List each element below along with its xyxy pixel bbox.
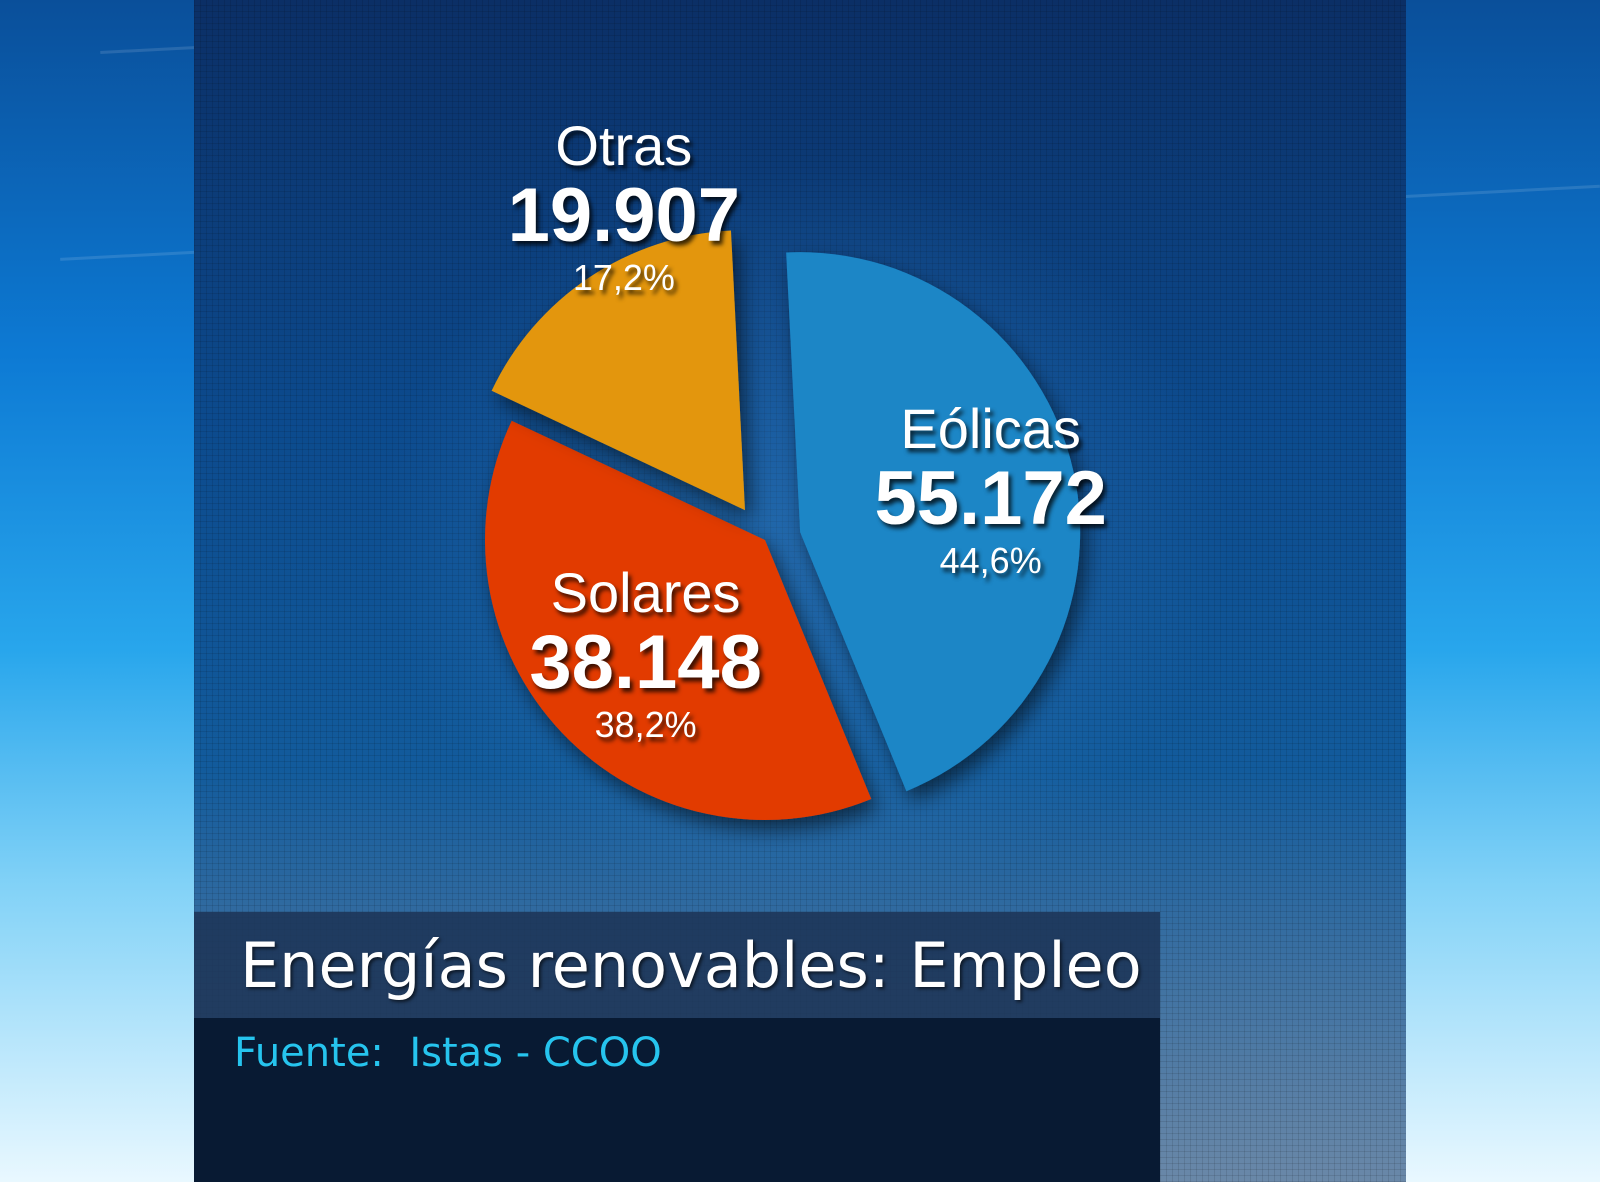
- slice-value: 19.907: [507, 173, 741, 258]
- source-credit: Fuente: Istas - CCOO: [234, 1030, 662, 1076]
- chart-title: Energías renovables: Empleo: [240, 928, 1142, 1002]
- slice-value: 38.148: [529, 619, 762, 705]
- slice-label-otras: Otras 19.907 17,2%: [508, 118, 740, 296]
- pie-slice-eolicas: [786, 252, 1081, 792]
- source-bar: Fuente: Istas - CCOO: [194, 1018, 1160, 1182]
- pie-slice-otras: [491, 230, 745, 511]
- title-bar: Energías renovables: Empleo: [194, 912, 1160, 1018]
- slice-percent: 38,2%: [594, 703, 697, 745]
- slice-value: 55.172: [874, 455, 1107, 541]
- slice-percent: 44,6%: [939, 539, 1042, 581]
- slice-name: Otras: [555, 114, 693, 177]
- slice-label-solares: Solares 38.148 38,2%: [529, 560, 762, 745]
- slice-percent: 17,2%: [572, 257, 675, 298]
- slice-label-eolicas: Eólicas 55.172 44,6%: [874, 396, 1107, 581]
- pie-slice-solares: [485, 420, 872, 821]
- slice-name: Eólicas: [900, 396, 1081, 460]
- slice-name: Solares: [550, 560, 741, 624]
- pie-slices: [485, 230, 1081, 821]
